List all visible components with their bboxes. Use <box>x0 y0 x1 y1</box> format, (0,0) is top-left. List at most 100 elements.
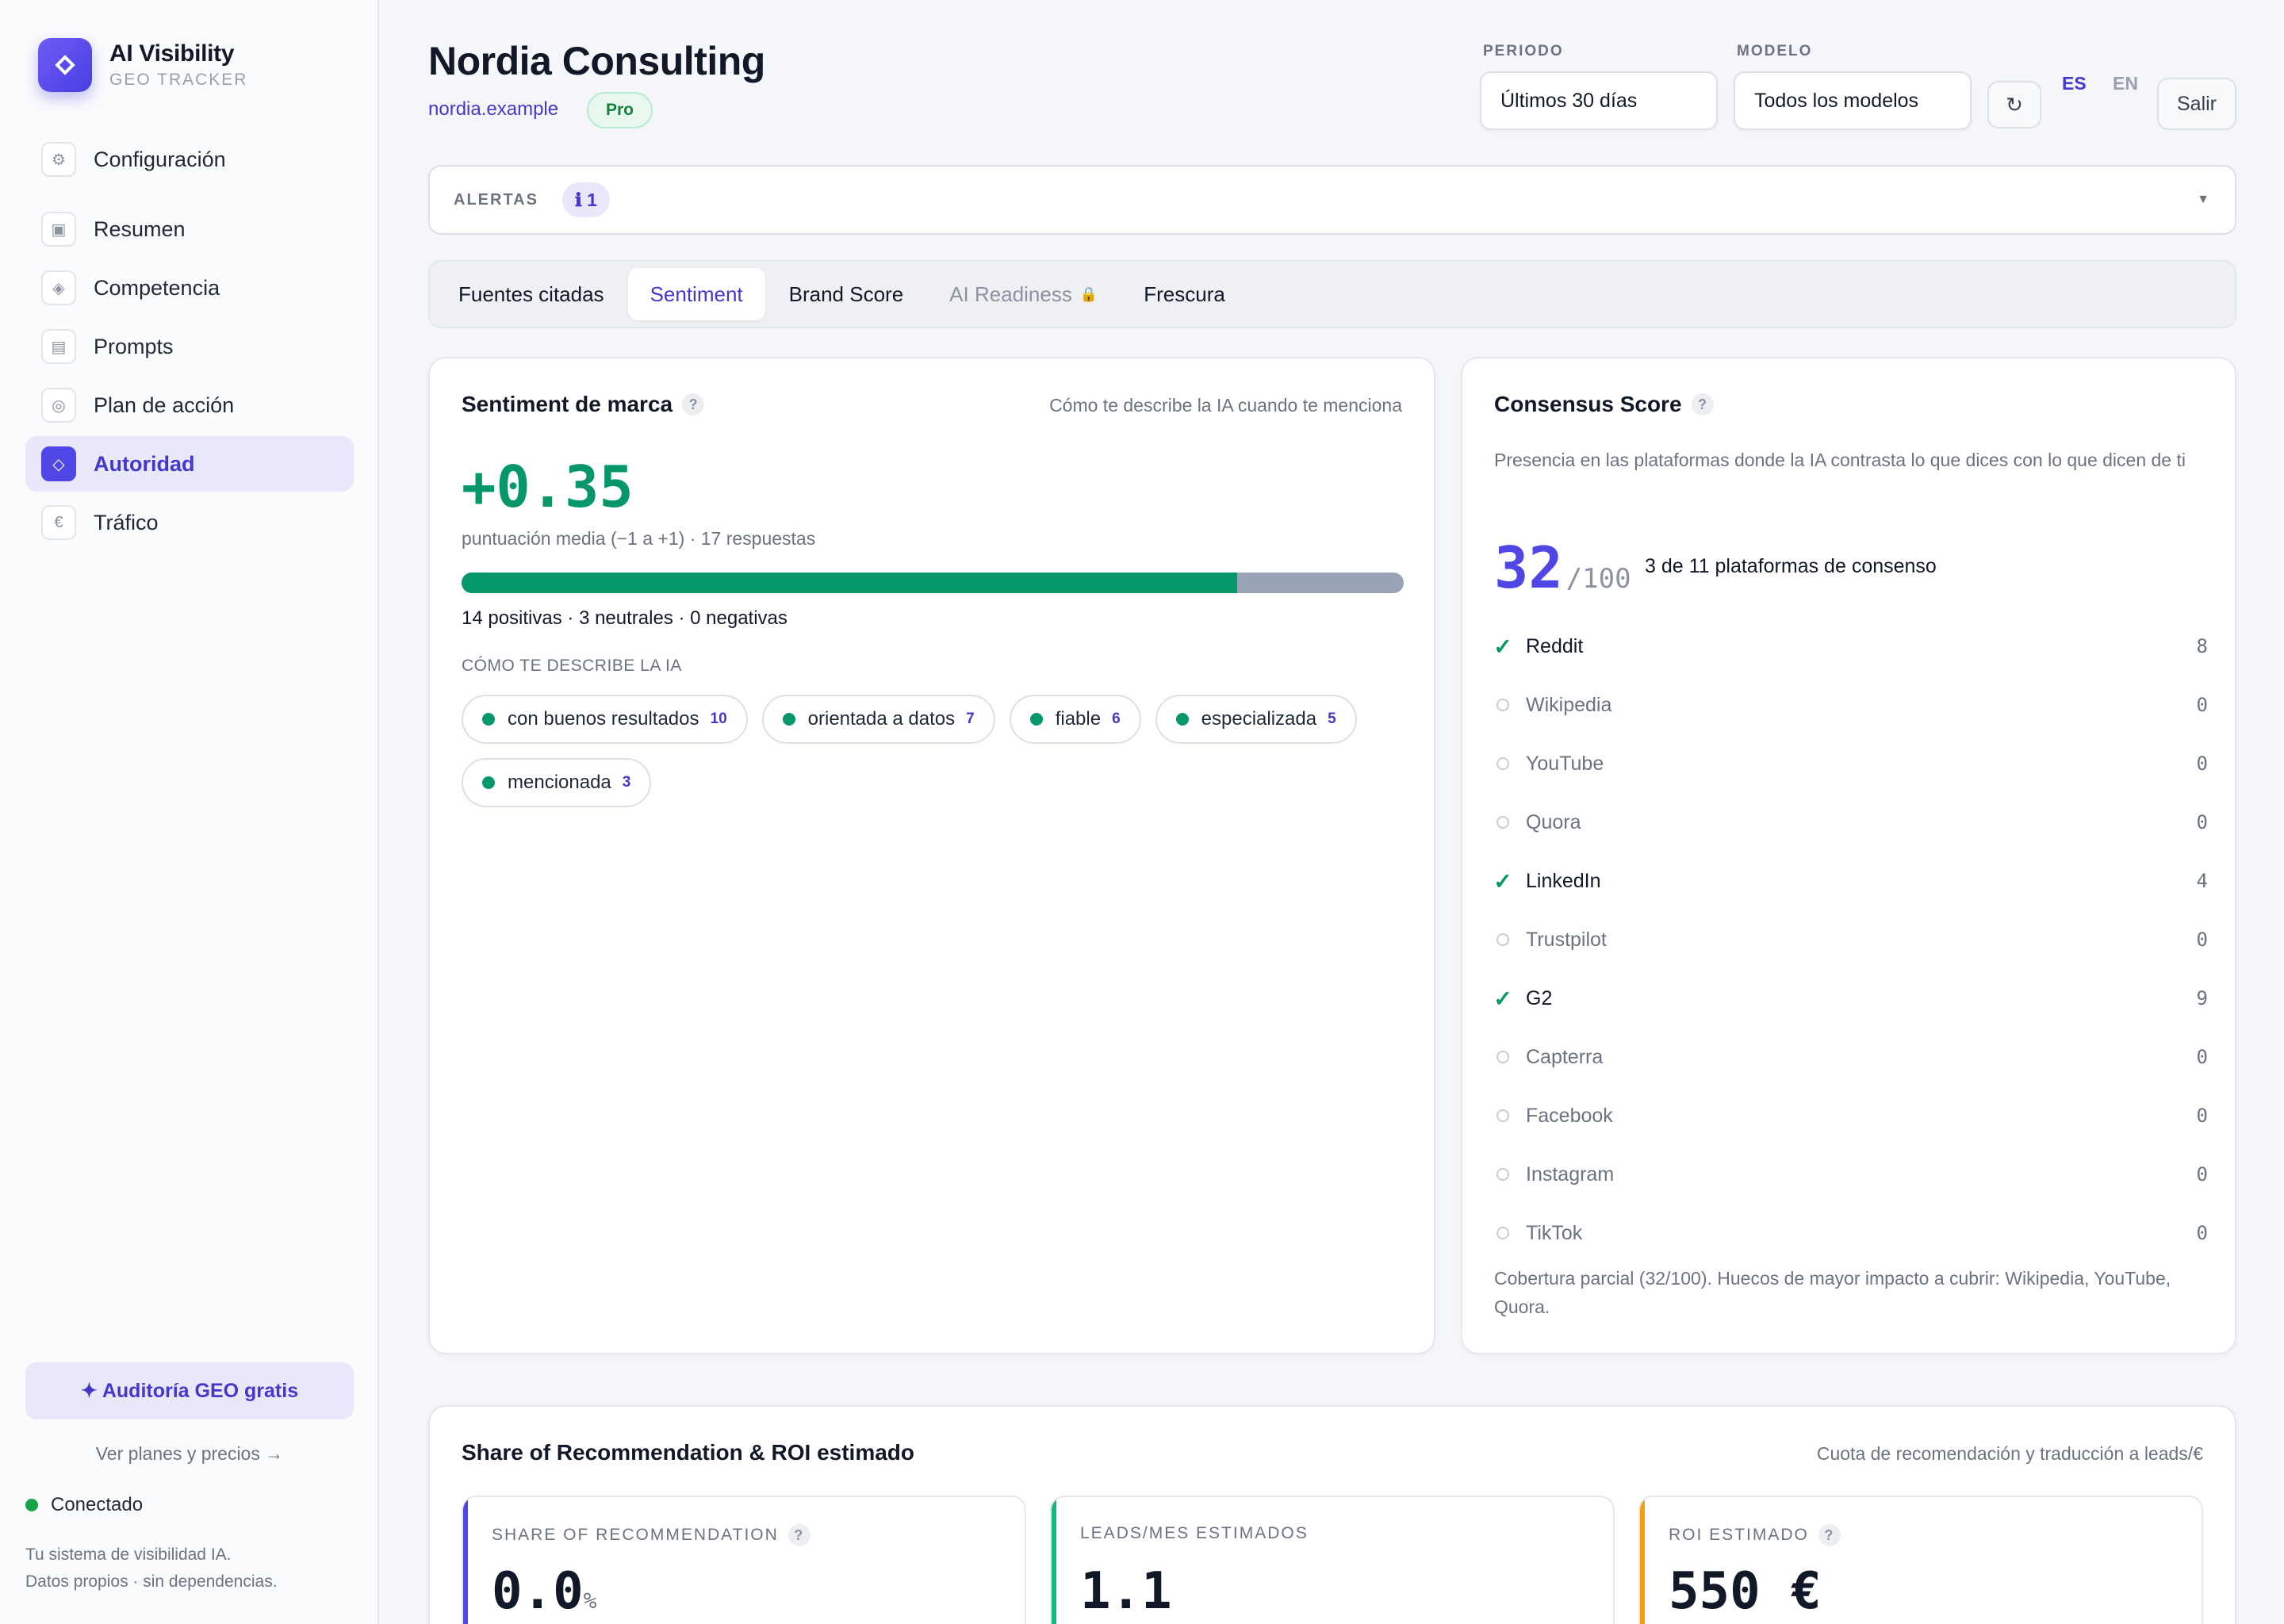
descriptor-chip[interactable]: fiable 6 <box>1009 695 1141 744</box>
help-icon[interactable]: ? <box>788 1524 811 1546</box>
tab-sentiment[interactable]: Sentiment <box>627 268 765 320</box>
platform-name: TikTok <box>1526 1221 1583 1244</box>
help-icon[interactable]: ? <box>1818 1524 1841 1546</box>
platform-list: ✓ Reddit 8 Wikipedia 0 YouTube 0 Quora 0 ✓ LinkedI… <box>1493 617 2208 1262</box>
euro-icon: € <box>41 505 76 540</box>
platform-count: 8 <box>2196 635 2208 657</box>
empty-circle-icon <box>1494 1051 1512 1063</box>
descriptor-chip[interactable]: con buenos resultados 10 <box>462 695 748 744</box>
platform-count: 0 <box>2196 694 2208 716</box>
sidebar-item-label: Configuración <box>94 147 226 171</box>
platform-count: 0 <box>2196 929 2208 951</box>
consensus-summary: 3 de 11 plataformas de consenso <box>1645 555 1937 577</box>
platform-count: 0 <box>2196 811 2208 833</box>
platform-name: G2 <box>1526 986 1553 1009</box>
metric-value: 1.1 <box>1080 1562 1172 1621</box>
logout-button[interactable]: Salir <box>2157 78 2236 130</box>
platform-row: ✓ Reddit 8 <box>1493 617 2208 676</box>
check-icon: ✓ <box>1493 986 1512 1011</box>
metric-card-share-of-recommendation: SHARE OF RECOMMENDATION? 0.0% <box>462 1496 1026 1624</box>
sidebar-item-autoridad[interactable]: ◇ Autoridad <box>25 436 354 492</box>
sentiment-score-subtitle: puntuación media (−1 a +1) · 17 respuest… <box>462 528 816 549</box>
metric-card-roi-estimado: ROI ESTIMADO? 550 € <box>1638 1496 2203 1624</box>
model-select[interactable]: Todos los modelos <box>1734 71 1972 130</box>
diamond-icon: ◈ <box>41 270 76 305</box>
metric-value: 0.0% <box>492 1562 596 1621</box>
platform-row: Capterra 0 <box>1494 1028 2208 1086</box>
descriptor-label: con buenos resultados <box>508 708 699 730</box>
period-label: PERIODO <box>1483 43 1564 59</box>
platform-name: Facebook <box>1526 1104 1613 1127</box>
metric-label: SHARE OF RECOMMENDATION? <box>492 1524 811 1546</box>
lang-en-button[interactable]: EN <box>2113 73 2138 94</box>
sidebar-item-trafico[interactable]: € Tráfico <box>25 495 354 550</box>
square-icon: ▣ <box>41 212 76 247</box>
empty-circle-icon <box>1494 1168 1512 1181</box>
connection-status: Conectado <box>25 1494 143 1516</box>
tab-label: Fuentes citadas <box>458 282 604 306</box>
sidebar-item-competencia[interactable]: ◈ Competencia <box>25 260 354 316</box>
sentiment-counts: 14 positivas · 3 neutrales · 0 negativas <box>462 607 788 629</box>
sidebar-item-prompts[interactable]: ▤ Prompts <box>25 319 354 374</box>
period-select[interactable]: Últimos 30 días <box>1480 71 1718 130</box>
share-roi-card: Share of Recommendation & ROI estimado C… <box>428 1405 2236 1624</box>
bullet-dot-icon <box>782 713 795 726</box>
diamond-icon: ◇ <box>41 446 76 481</box>
platform-name: Capterra <box>1526 1045 1604 1068</box>
sidebar-item-configuracion[interactable]: ⚙ Configuración <box>25 132 354 187</box>
metric-card-leads-mes-estimados: LEADS/MES ESTIMADOS 1.1 <box>1050 1496 1615 1624</box>
sidebar: AI Visibility GEO TRACKER ⚙ Configuración… <box>0 0 379 1624</box>
descriptor-count: 10 <box>710 710 727 727</box>
descriptor-count: 5 <box>1328 710 1336 727</box>
refresh-button[interactable]: ↻ <box>1987 81 2041 128</box>
sidebar-item-label: Tráfico <box>94 510 159 534</box>
bullet-dot-icon <box>1175 713 1189 726</box>
platform-count: 0 <box>2196 1105 2208 1127</box>
sentiment-title: Sentiment de marca ? <box>462 392 705 417</box>
metric-value-number: 1.1 <box>1080 1562 1172 1621</box>
consensus-score: 32 /100 <box>1494 534 1631 601</box>
refresh-icon: ↻ <box>2006 92 2023 117</box>
tab-frescura[interactable]: Frescura <box>1121 268 1247 320</box>
brand[interactable]: AI Visibility GEO TRACKER <box>38 38 247 92</box>
tab-ai-readiness[interactable]: AI Readiness 🔒 <box>927 268 1120 320</box>
alerts-count-badge: ℹ 1 <box>561 182 610 217</box>
empty-circle-icon <box>1494 699 1512 711</box>
sidebar-nav: ⚙ Configuración ▣ Resumen ◈ Competencia ▤ Promp… <box>25 132 354 553</box>
sidebar-item-plan-de-accion[interactable]: ◎ Plan de acción <box>25 377 354 433</box>
platform-name: Reddit <box>1526 634 1584 657</box>
sidebar-item-label: Plan de acción <box>94 393 235 417</box>
sidebar-item-resumen[interactable]: ▣ Resumen <box>25 201 354 257</box>
status-dot-icon <box>25 1499 38 1511</box>
tab-brand-score[interactable]: Brand Score <box>767 268 926 320</box>
descriptor-count: 7 <box>966 710 975 727</box>
chevron-down-icon[interactable]: ▼ <box>2197 193 2209 206</box>
tab-label: AI Readiness <box>949 282 1072 306</box>
metric-value: 550 € <box>1669 1562 1822 1621</box>
consensus-score-max: /100 <box>1565 563 1631 595</box>
consensus-title-text: Consensus Score <box>1494 392 1682 416</box>
tagline-line-1: Tu sistema de visibilidad IA. <box>25 1545 232 1564</box>
consensus-card: Consensus Score ? Presencia en las plata… <box>1461 357 2236 1354</box>
tab-fuentes-citadas[interactable]: Fuentes citadas <box>436 268 627 320</box>
domain-link[interactable]: nordia.example <box>428 98 559 120</box>
descriptor-chip[interactable]: orientada a datos 7 <box>761 695 995 744</box>
platform-name: Trustpilot <box>1526 928 1607 951</box>
descriptor-chip[interactable]: especializada 5 <box>1155 695 1357 744</box>
descriptor-chip[interactable]: mencionada 3 <box>462 758 652 807</box>
help-icon[interactable]: ? <box>682 393 705 416</box>
platform-name: Quora <box>1526 810 1581 833</box>
target-icon: ◎ <box>41 388 76 423</box>
brand-logo-icon <box>38 38 92 92</box>
platform-row: YouTube 0 <box>1494 734 2208 793</box>
tagline-line-2: Datos propios · sin dependencias. <box>25 1572 278 1591</box>
sentiment-distribution-bar <box>462 573 1404 593</box>
help-icon[interactable]: ? <box>1691 393 1714 416</box>
alerts-bar[interactable]: ALERTAS ℹ 1 ▼ <box>428 165 2236 235</box>
free-audit-button[interactable]: ✦ Auditoría GEO gratis <box>25 1362 354 1419</box>
plans-pricing-link[interactable]: Ver planes y precios → <box>95 1443 284 1464</box>
gear-icon: ⚙ <box>41 142 76 177</box>
lang-es-button[interactable]: ES <box>2062 73 2087 94</box>
plan-badge: Pro <box>587 92 653 128</box>
brand-subtitle: GEO TRACKER <box>109 71 248 89</box>
